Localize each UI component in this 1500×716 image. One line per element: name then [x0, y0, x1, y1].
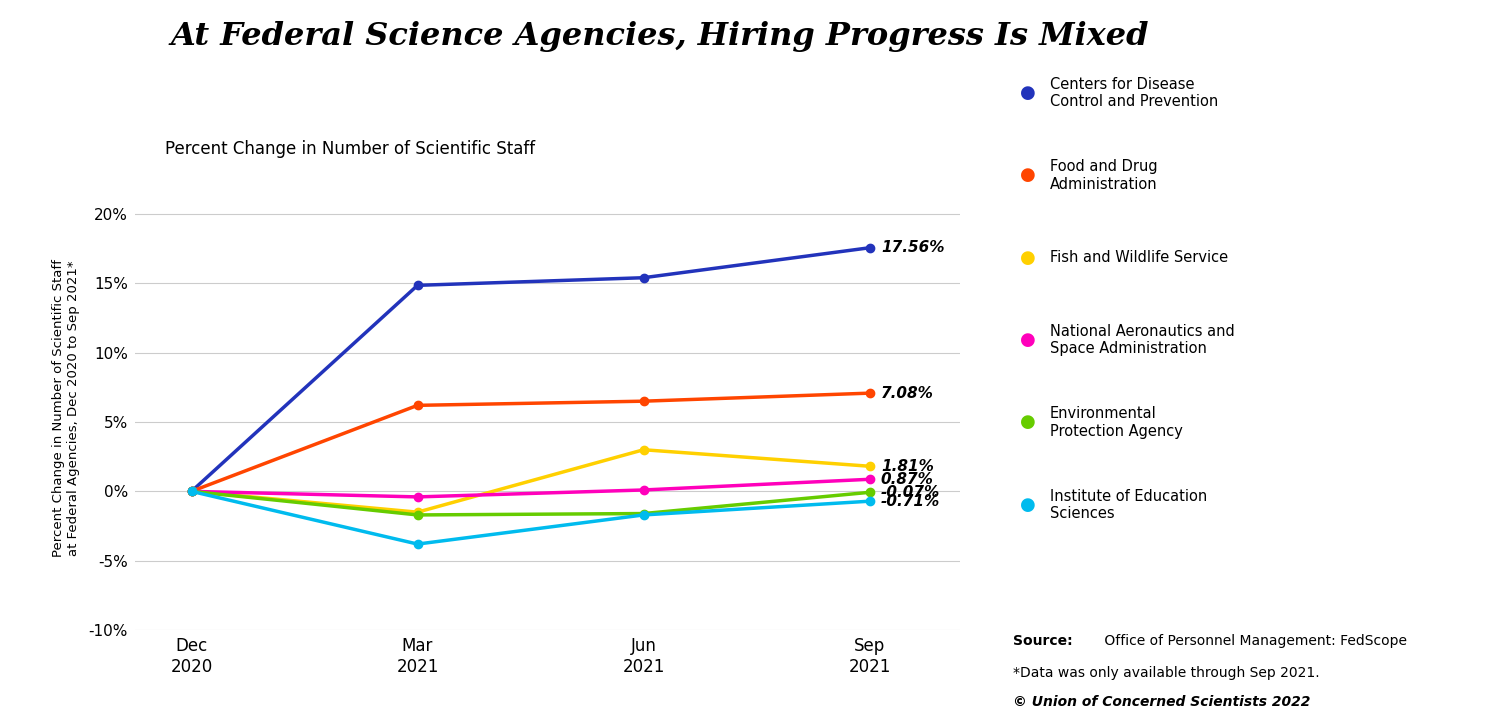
Text: At Federal Science Agencies, Hiring Progress Is Mixed: At Federal Science Agencies, Hiring Prog…: [171, 21, 1149, 52]
Text: 7.08%: 7.08%: [880, 386, 934, 401]
Text: -0.71%: -0.71%: [880, 494, 940, 508]
Text: Centers for Disease
Control and Prevention: Centers for Disease Control and Preventi…: [1050, 77, 1218, 110]
Text: National Aeronautics and
Space Administration: National Aeronautics and Space Administr…: [1050, 324, 1234, 357]
Text: ●: ●: [1020, 413, 1035, 432]
Text: Food and Drug
Administration: Food and Drug Administration: [1050, 159, 1158, 192]
Text: Fish and Wildlife Service: Fish and Wildlife Service: [1050, 251, 1228, 265]
Text: *Data was only available through Sep 2021.: *Data was only available through Sep 202…: [1013, 666, 1318, 680]
Y-axis label: Percent Change in Number of Scientific Staff
at Federal Agencies, Dec 2020 to Se: Percent Change in Number of Scientific S…: [53, 259, 81, 557]
Text: 0.87%: 0.87%: [880, 472, 934, 487]
Text: Institute of Education
Sciences: Institute of Education Sciences: [1050, 488, 1208, 521]
Text: © Union of Concerned Scientists 2022: © Union of Concerned Scientists 2022: [1013, 695, 1310, 709]
Text: ●: ●: [1020, 331, 1035, 349]
Text: 1.81%: 1.81%: [880, 459, 934, 474]
Text: ●: ●: [1020, 84, 1035, 102]
Text: Environmental
Protection Agency: Environmental Protection Agency: [1050, 406, 1184, 439]
Text: Percent Change in Number of Scientific Staff: Percent Change in Number of Scientific S…: [165, 140, 536, 158]
Text: Source:: Source:: [1013, 634, 1072, 648]
Text: ●: ●: [1020, 495, 1035, 514]
Text: -0.07%: -0.07%: [880, 485, 940, 500]
Text: 17.56%: 17.56%: [880, 241, 945, 255]
Text: ●: ●: [1020, 166, 1035, 185]
Text: ●: ●: [1020, 248, 1035, 267]
Text: Office of Personnel Management: FedScope: Office of Personnel Management: FedScope: [1100, 634, 1407, 648]
